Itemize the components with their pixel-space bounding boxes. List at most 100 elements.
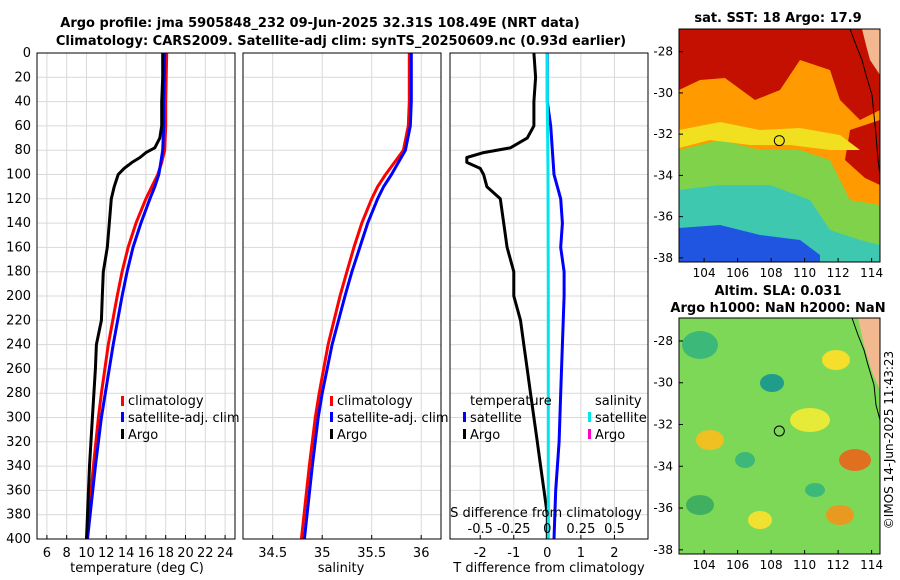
difference-lines: [465, 53, 566, 539]
sla-map-box: [678, 317, 881, 555]
sst-map-box: [678, 28, 881, 263]
depth-tick-label: 400: [6, 532, 31, 547]
sla-blob: [682, 331, 718, 359]
legend-swatch-argo: [330, 429, 333, 439]
difference-xtick-label: 1: [577, 546, 585, 561]
sst-warm-region-east: [845, 120, 880, 185]
s-difference-tick-label: -0.25: [497, 522, 531, 537]
t-difference-tick-labels: -2 -1 0 1 2: [474, 546, 619, 561]
temperature-grid: [37, 52, 235, 540]
legend-label-t-argo: Argo: [470, 428, 500, 443]
sst-lon-tick-label: 106: [726, 266, 749, 280]
sla-blob: [696, 430, 724, 450]
depth-tick-label: 0: [23, 46, 31, 61]
sst-lat-tick-label: -32: [653, 127, 673, 141]
salinity-grid: [243, 52, 441, 540]
sla-blob: [839, 449, 871, 471]
legend-header-salinity: salinity: [595, 394, 642, 409]
temperature-legend: climatology satellite-adj. clim Argo: [121, 394, 240, 443]
sla-blob: [790, 408, 830, 432]
salinity-legend: climatology satellite-adj. clim Argo: [330, 394, 449, 443]
legend-swatch-argo: [121, 429, 124, 439]
sla-lon-tick-label: 114: [860, 558, 883, 572]
temperature-xtick-label: 24: [217, 546, 234, 561]
depth-tick-label: 20: [14, 70, 31, 85]
sst-lon-tick-label: 104: [693, 266, 716, 280]
depth-tick-label: 260: [6, 362, 31, 377]
sst-lat-tick-labels: -28 -30 -32 -34 -36 -38: [653, 45, 683, 265]
legend-swatch-satellite: [330, 412, 333, 422]
temperature-tick-labels: 6 8 10 12 14 16 18 20 22 24: [43, 546, 234, 561]
temperature-xtick-label: 6: [43, 546, 51, 561]
depth-tick-label: 160: [6, 240, 31, 255]
legend-swatch-s-satellite: [588, 412, 591, 422]
sla-blob: [686, 495, 714, 515]
sla-lat-tick-label: -36: [653, 501, 673, 515]
sst-lat-tick-label: -34: [653, 168, 673, 182]
sla-lat-tick-label: -38: [653, 543, 673, 557]
temperature-panel: 0 20 40 60 80 100 120 140 160 180 200 220 240 260 280 3…: [6, 46, 239, 576]
difference-xtick-label: 0: [543, 546, 551, 561]
legend-swatch-satellite: [121, 412, 124, 422]
sla-lat-tick-label: -34: [653, 459, 673, 473]
sst-lon-tick-label: 108: [760, 266, 783, 280]
depth-tick-label: 140: [6, 216, 31, 231]
series-line-t-satellite: [545, 53, 566, 539]
series-line-satellite-adj-clim: [86, 53, 167, 539]
legend-swatch-climatology: [121, 396, 124, 406]
salinity-axes-box: [242, 52, 442, 540]
depth-tick-label: 300: [6, 411, 31, 426]
legend-label-climatology: climatology: [128, 394, 204, 409]
sla-lon-tick-labels: 104 106 108 110 112 114: [693, 550, 883, 572]
depth-tick-label: 320: [6, 435, 31, 450]
sla-lon-tick-label: 112: [827, 558, 850, 572]
difference-legend: temperature satellite Argo salinity sate…: [463, 394, 647, 443]
sla-blob: [735, 452, 755, 468]
sla-map-field: [679, 318, 880, 554]
temperature-xtick-label: 8: [63, 546, 71, 561]
s-difference-xlabel: S difference from climatology: [450, 506, 642, 521]
salinity-tick-labels: 34.5 35 35.5 36: [258, 546, 429, 561]
sst-coast-land: [862, 29, 880, 75]
sla-blob: [748, 511, 772, 529]
depth-tick-label: 60: [14, 119, 31, 134]
title-line-1: Argo profile: jma 5905848_232 09-Jun-202…: [60, 16, 579, 31]
sst-lat-tick-label: -38: [653, 251, 673, 265]
temperature-xlabel: temperature (deg C): [70, 561, 204, 576]
legend-label-satellite: satellite-adj. clim: [337, 411, 449, 426]
depth-tick-label: 200: [6, 289, 31, 304]
difference-xtick-label: 2: [610, 546, 618, 561]
difference-xtick-label: -2: [474, 546, 487, 561]
sla-coast-land: [858, 318, 880, 390]
sst-lat-tick-label: -30: [653, 86, 673, 100]
sla-lon-tick-label: 104: [693, 558, 716, 572]
sla-map-title-line-2: Argo h1000: NaN h2000: NaN: [670, 301, 885, 316]
sla-blob: [760, 374, 784, 392]
sst-lon-tick-label: 114: [860, 266, 883, 280]
salinity-xlabel: salinity: [318, 561, 365, 576]
series-line-s-satellite: [545, 53, 550, 539]
legend-label-s-satellite: satellite: [595, 411, 647, 426]
sst-lon-tick-label: 112: [827, 266, 850, 280]
difference-panel: -2 -1 0 1 2 -0.5 -0.25 0 0.25 0.5 S difference f…: [449, 52, 649, 576]
sst-coastline: [849, 29, 880, 176]
sst-warm-region: [679, 29, 880, 120]
temperature-xtick-label: 18: [157, 546, 174, 561]
legend-label-s-argo: Argo: [595, 428, 625, 443]
s-difference-tick-label: 0.5: [604, 522, 625, 537]
series-line-t-argo: [465, 53, 549, 539]
s-difference-tick-labels: -0.5 -0.25 0 0.25 0.5: [468, 522, 625, 537]
depth-tick-label: 360: [6, 483, 31, 498]
sla-lat-tick-label: -30: [653, 376, 673, 390]
sst-yellow-band: [679, 122, 860, 150]
difference-xtick-label: -1: [507, 546, 520, 561]
sla-argo-marker: [773, 425, 785, 437]
depth-tick-label: 120: [6, 192, 31, 207]
depth-tick-label: 80: [14, 143, 31, 158]
temperature-xtick-label: 12: [98, 546, 115, 561]
legend-swatch-t-satellite: [463, 412, 466, 422]
s-difference-tick-label: -0.5: [468, 522, 493, 537]
t-difference-xlabel: T difference from climatology: [452, 561, 645, 576]
s-difference-tick-label: 0.25: [566, 522, 595, 537]
